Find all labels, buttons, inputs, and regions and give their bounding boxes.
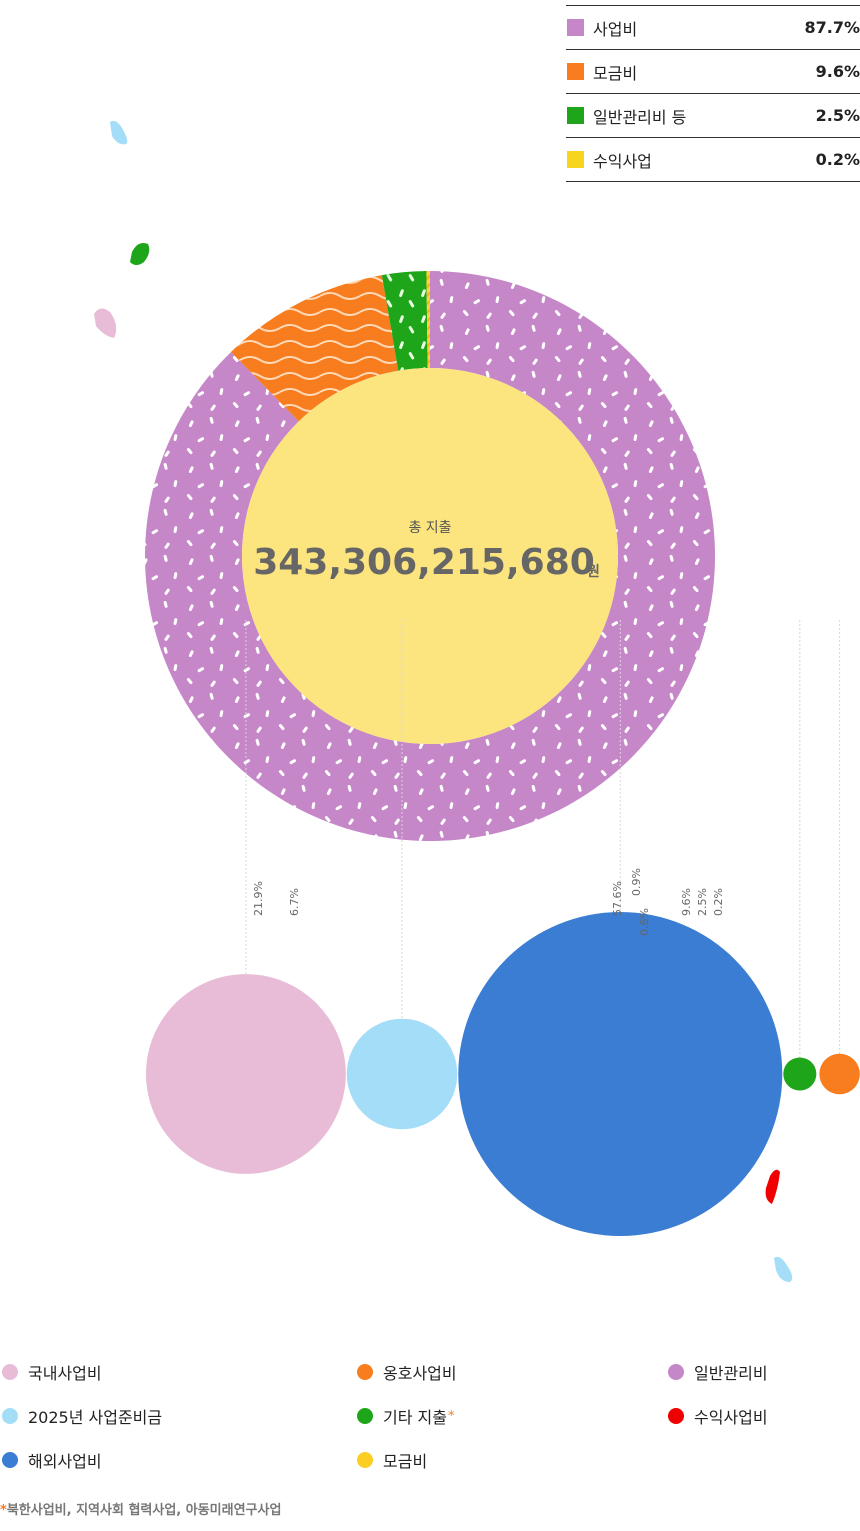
legend-label: 국내사업비 (28, 1364, 102, 1383)
top-legend-row: 일반관리비 등 2.5% (566, 93, 860, 137)
total-label: 총 지출 (408, 520, 451, 536)
legend-item: 국내사업비 (2, 1360, 102, 1384)
bubble-label: 6.7% (288, 888, 301, 916)
bubble-1 (346, 1018, 458, 1130)
decor-brush-icon (110, 120, 128, 145)
legend-item: 수익사업비 (668, 1404, 768, 1428)
bubble-label: 57.6% (611, 881, 624, 916)
bubble-label: 0.2% (712, 888, 725, 916)
legend-item: 2025년 사업준비금 (2, 1404, 162, 1428)
legend-dot-icon (2, 1364, 18, 1380)
legend-label: 수익사업비 (694, 1408, 768, 1427)
legend-item: 옹호사업비 (357, 1360, 457, 1384)
legend-item: 모금비 (357, 1448, 427, 1472)
top-legend-row: 수익사업 0.2% (566, 137, 860, 182)
donut-slice (231, 275, 399, 422)
legend-dot-icon (357, 1452, 373, 1468)
legend-label: 모금비 (383, 1452, 428, 1471)
top-legend: 사업비 87.7% 모금비 9.6% 일반관리비 등 2.5% 수익사업 0.2… (566, 5, 860, 182)
top-legend-label: 일반관리비 등 (593, 107, 687, 127)
bubble-4 (783, 1057, 817, 1091)
donut-slice (426, 271, 430, 369)
legend-dot-icon (357, 1364, 373, 1380)
decor-brush-icon (774, 1256, 793, 1282)
legend-item: 기타 지출 * (357, 1404, 454, 1428)
swatch-business-icon (567, 19, 584, 36)
top-legend-value: 2.5% (815, 106, 860, 125)
legend-label: 2025년 사업준비금 (28, 1408, 163, 1427)
top-legend-value: 0.2% (815, 150, 860, 169)
decor-brush-icon (130, 243, 150, 265)
swatch-fundraising-icon (567, 63, 584, 80)
bubble-chart: 21.9% 6.7% 57.6% 0.6% 0.9% 9.6% 2.5% 0.2% (146, 620, 860, 1236)
legend-label: 해외사업비 (28, 1452, 102, 1471)
top-legend-label: 모금비 (593, 63, 638, 83)
donut-slice (145, 271, 715, 841)
legend-label: 기타 지출 (383, 1408, 447, 1427)
bubble-label: 0.9% (630, 868, 643, 896)
legend-star: * (447, 1408, 455, 1424)
decor-brush-icon (765, 1169, 780, 1204)
total-unit: 원 (587, 564, 600, 580)
bubble-label: 2.5% (696, 888, 709, 916)
top-legend-value: 87.7% (804, 18, 860, 37)
legend-label: 일반관리비 (694, 1364, 768, 1383)
expenditure-chart: 총 지출 343,306,215,680 원 21.9% 6.7% 57.6% 0.6… (94, 120, 860, 1282)
bubble-2 (458, 912, 783, 1236)
legend-label: 옹호사업비 (383, 1364, 457, 1383)
top-legend-row: 사업비 87.7% (566, 5, 860, 49)
bubble-3 (819, 1053, 860, 1095)
bubble-0 (146, 974, 346, 1174)
top-legend-row: 모금비 9.6% (566, 49, 860, 93)
swatch-admin-icon (567, 107, 584, 124)
top-legend-label: 수익사업 (593, 151, 652, 171)
footnote-text: 북한사업비, 지역사회 협력사업, 아동미래연구사업 (6, 1503, 282, 1518)
donut-chart (145, 271, 715, 841)
bubble-label: 0.6% (638, 908, 651, 936)
top-legend-value: 9.6% (815, 62, 860, 81)
footnote: *북한사업비, 지역사회 협력사업, 아동미래연구사업 (0, 1499, 281, 1518)
top-legend-label: 사업비 (593, 19, 638, 39)
legend-item: 일반관리비 (668, 1360, 768, 1384)
legend-dot-icon (668, 1408, 684, 1424)
bubble-label: 9.6% (680, 888, 693, 916)
donut-center (242, 368, 618, 744)
bubble-label: 21.9% (252, 881, 265, 916)
total-amount: 343,306,215,680 (253, 542, 595, 583)
legend-dot-icon (2, 1452, 18, 1468)
legend-item: 해외사업비 (2, 1448, 102, 1472)
legend-dot-icon (2, 1408, 18, 1424)
donut-slice (381, 271, 428, 371)
swatch-revenue-icon (567, 151, 584, 168)
bottom-legend: 국내사업비 2025년 사업준비금 해외사업비 옹호사업비 기타 지출 * 모금비… (0, 1352, 860, 1482)
footnote-star: * (0, 1503, 7, 1518)
decor-brush-icon (94, 308, 117, 338)
legend-dot-icon (668, 1364, 684, 1380)
legend-dot-icon (357, 1408, 373, 1424)
